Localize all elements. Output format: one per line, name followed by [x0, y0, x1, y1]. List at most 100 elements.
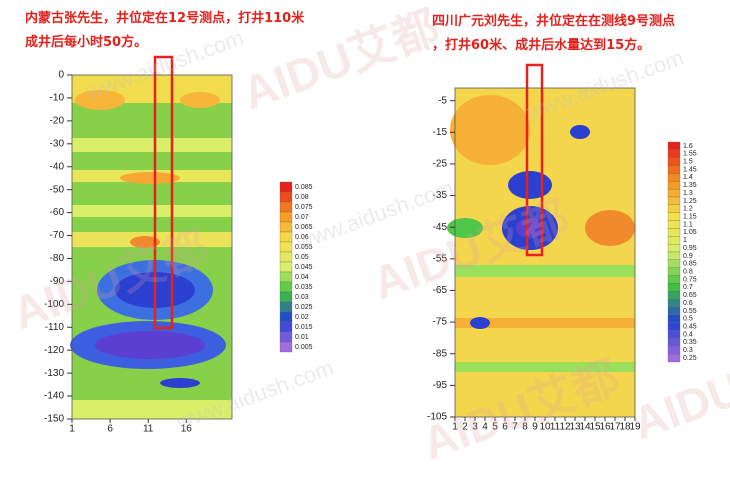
y-tick-label: -5 — [438, 95, 447, 106]
colorbar-label: 0.85 — [683, 261, 697, 268]
colorbar-label: 1.55 — [683, 151, 697, 158]
x-tick-label: 7 — [512, 422, 518, 433]
y-tick-label: -100 — [44, 299, 64, 310]
colorbar-cell — [279, 271, 293, 283]
colorbar-label: 0.55 — [683, 308, 697, 315]
colorbar-label: 1.3 — [683, 190, 693, 197]
colorbar-cell — [667, 314, 681, 323]
colorbar-label: 0.4 — [683, 331, 693, 338]
colorbar-label: 0.3 — [683, 347, 693, 354]
colorbar-label: 0.75 — [683, 276, 697, 283]
y-tick-label: -20 — [50, 116, 65, 127]
colorbar-cell — [667, 228, 681, 237]
y-tick-label: -110 — [45, 322, 65, 333]
colorbar-label: 0.07 — [295, 214, 309, 221]
chart-title: 内蒙古张先生，井位定在12号测点，打井110米 — [25, 10, 305, 26]
colorbar-label: 0.025 — [295, 304, 313, 311]
colorbar-label: 0.35 — [683, 339, 697, 346]
y-tick-label: -140 — [44, 391, 64, 402]
colorbar-label: 0.95 — [683, 245, 697, 252]
colorbar-label: 0.055 — [295, 244, 313, 251]
colorbar-cell — [279, 291, 293, 303]
colorbar-label: 0.25 — [683, 355, 697, 362]
colorbar-label: 0.085 — [295, 184, 313, 191]
x-tick-label: 10 — [539, 422, 551, 433]
colorbar-cell — [279, 301, 293, 313]
colorbar-cell — [667, 220, 681, 229]
field-1 — [70, 55, 232, 419]
x-tick-label: 14 — [579, 422, 591, 433]
y-tick-label: -95 — [433, 380, 448, 391]
colorbar-cell — [667, 275, 681, 284]
colorbar-label: 0.035 — [295, 284, 313, 291]
y-tick-label: -85 — [433, 348, 448, 359]
colorbar-label: 0.08 — [295, 194, 309, 201]
y-tick-label: -130 — [44, 368, 64, 379]
colorbar-cell — [667, 338, 681, 347]
y-tick-label: -90 — [50, 276, 65, 287]
y-tick-label: -25 — [433, 159, 448, 170]
colorbar-cell — [667, 196, 681, 206]
x-tick-label: 16 — [599, 422, 611, 433]
colorbar-label: 1.15 — [683, 213, 697, 220]
colorbar-cell — [667, 165, 681, 174]
colorbar-cell — [279, 311, 293, 323]
colorbar-cell — [667, 188, 681, 198]
colorbar-cell — [279, 221, 293, 233]
colorbar-cell — [667, 212, 681, 221]
colorbar-cell — [667, 283, 681, 292]
y-tick-label: -30 — [50, 138, 65, 149]
colorbar-label: 0.05 — [295, 254, 309, 261]
colorbar-label: 1.2 — [683, 206, 693, 213]
y-tick-label: -65 — [433, 285, 448, 296]
colorbar-cell — [667, 149, 681, 158]
colorbar-cell — [667, 173, 681, 182]
y-tick-label: -45 — [433, 222, 448, 233]
colorbar-cell — [279, 341, 293, 353]
colorbar-label: 0.65 — [683, 292, 697, 299]
x-tick-label: 2 — [462, 422, 468, 433]
colorbar-label: 1.4 — [683, 174, 693, 181]
x-tick-label: 11 — [550, 422, 561, 433]
colorbar-label: 1.45 — [683, 166, 697, 173]
x-tick-label: 16 — [181, 424, 193, 435]
colorbar-cell — [667, 251, 681, 261]
colorbar-cell — [279, 211, 293, 223]
colorbar-cell — [279, 231, 293, 243]
colorbar-cell — [279, 201, 293, 213]
x-tick-label: 13 — [569, 422, 581, 433]
y-tick-label: -40 — [50, 161, 65, 172]
y-tick-label: -35 — [433, 190, 448, 201]
x-tick-label: 3 — [472, 422, 478, 433]
colorbar-label: 1.5 — [683, 158, 693, 165]
y-tick-label: -55 — [433, 253, 448, 264]
x-tick-label: 18 — [619, 422, 631, 433]
x-tick-label: 9 — [532, 422, 538, 433]
x-tick-label: 15 — [589, 422, 601, 433]
colorbar-label: 1 — [683, 237, 687, 244]
colorbar-cell — [667, 236, 681, 245]
colorbar-label: 0.7 — [683, 284, 693, 291]
colorbar-cell — [667, 353, 681, 363]
y-tick-label: -105 — [427, 412, 447, 423]
colorbar-label: 0.005 — [295, 344, 313, 351]
colorbar-cell — [667, 298, 681, 308]
plot-frame — [71, 74, 233, 420]
y-tick-label: -15 — [433, 127, 448, 138]
x-tick-label: 8 — [522, 422, 528, 433]
colorbar-cell — [279, 191, 293, 203]
colorbar-cell — [667, 259, 681, 268]
colorbar-cell — [667, 243, 681, 253]
field-2 — [447, 63, 635, 417]
colorbar-label: 1.05 — [683, 229, 697, 236]
chart-title: 四川广元刘先生，井位定在在测线9号测点 — [432, 13, 675, 29]
colorbar-cell — [279, 251, 293, 263]
colorbar-label: 0.5 — [683, 316, 693, 323]
colorbar-cell — [279, 241, 293, 253]
chart-title: 成井后每小时50方。 — [25, 34, 147, 50]
y-tick-label: -70 — [50, 230, 65, 241]
colorbar-label: 0.8 — [683, 268, 693, 275]
colorbar-cell — [279, 261, 293, 273]
x-tick-label: 11 — [143, 424, 154, 435]
colorbar-label: 0.01 — [295, 334, 309, 341]
